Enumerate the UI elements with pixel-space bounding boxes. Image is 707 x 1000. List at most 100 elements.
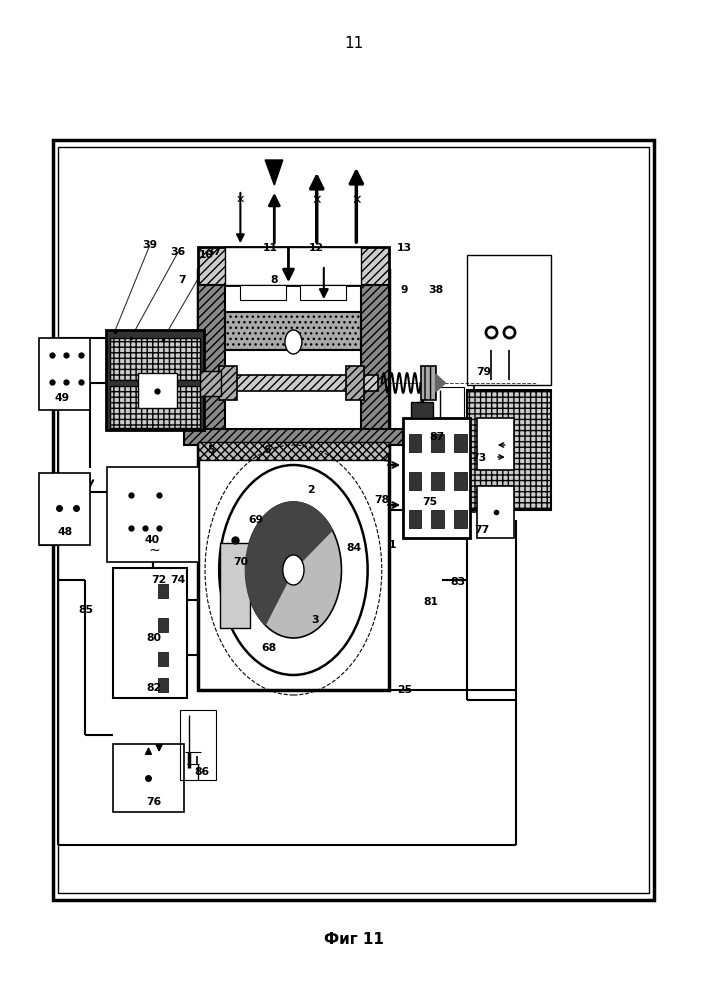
Text: 5: 5 — [207, 445, 214, 455]
Bar — [225, 312, 361, 350]
Bar — [107, 467, 199, 562]
Circle shape — [283, 555, 304, 585]
Text: 70: 70 — [233, 557, 248, 567]
Text: 77: 77 — [474, 525, 490, 535]
Circle shape — [285, 330, 302, 354]
Bar — [106, 330, 204, 430]
Bar — [240, 285, 286, 300]
Bar — [138, 373, 177, 408]
Bar — [39, 473, 90, 545]
Bar — [409, 510, 421, 528]
Bar — [454, 434, 467, 452]
Bar — [346, 366, 364, 400]
Text: 48: 48 — [57, 527, 73, 537]
Text: 25: 25 — [397, 685, 412, 695]
Circle shape — [219, 465, 368, 675]
Bar — [113, 744, 184, 812]
Bar — [423, 387, 464, 452]
Text: 36: 36 — [170, 247, 186, 257]
Text: 68: 68 — [261, 643, 276, 653]
Text: 76: 76 — [146, 797, 162, 807]
Bar — [477, 486, 514, 538]
Text: 80: 80 — [146, 633, 162, 643]
Text: 38: 38 — [428, 285, 443, 295]
Text: 74: 74 — [170, 575, 186, 585]
Bar — [53, 140, 654, 900]
Bar — [158, 678, 168, 692]
Bar — [409, 472, 421, 490]
Text: 69: 69 — [248, 515, 264, 525]
Bar — [220, 543, 250, 628]
Text: Фиг 11: Фиг 11 — [324, 932, 383, 948]
Text: 7: 7 — [179, 275, 186, 285]
Text: ✕: ✕ — [312, 194, 322, 207]
Text: 81: 81 — [423, 597, 439, 607]
Bar — [58, 147, 649, 893]
Bar — [403, 418, 470, 538]
Bar — [39, 338, 90, 410]
Polygon shape — [245, 502, 332, 625]
Bar — [158, 652, 168, 666]
Text: 9: 9 — [401, 285, 408, 295]
Text: 13: 13 — [397, 243, 412, 253]
Bar — [454, 510, 467, 528]
Text: 8: 8 — [271, 275, 278, 285]
Bar — [361, 285, 389, 440]
Polygon shape — [265, 160, 283, 185]
Bar — [219, 366, 237, 400]
Bar — [477, 418, 514, 470]
Bar — [411, 402, 433, 418]
Bar — [431, 472, 444, 490]
Bar — [200, 371, 221, 396]
Bar — [225, 285, 361, 440]
Bar — [110, 375, 378, 391]
Bar — [113, 568, 187, 698]
Text: 87: 87 — [429, 432, 445, 442]
Polygon shape — [436, 374, 445, 392]
Bar — [180, 710, 216, 780]
Circle shape — [245, 502, 341, 638]
Text: 72: 72 — [151, 575, 167, 585]
Bar — [467, 390, 551, 510]
Text: 39: 39 — [142, 240, 158, 250]
Text: ~: ~ — [148, 544, 160, 558]
Text: 2: 2 — [308, 485, 315, 495]
Bar — [184, 429, 403, 445]
Bar — [431, 510, 444, 528]
Text: 4: 4 — [384, 455, 391, 465]
Text: 85: 85 — [78, 605, 94, 615]
Text: 73: 73 — [472, 453, 487, 463]
Text: 1: 1 — [389, 540, 396, 550]
Text: 86: 86 — [194, 767, 209, 777]
Text: 79: 79 — [477, 367, 492, 377]
Text: ✕: ✕ — [351, 194, 361, 207]
Bar — [198, 247, 389, 285]
Bar — [467, 255, 551, 385]
Text: 6: 6 — [264, 445, 271, 455]
Text: 49: 49 — [54, 393, 70, 403]
Bar — [198, 270, 389, 690]
Text: 82: 82 — [146, 683, 162, 693]
Text: 37: 37 — [206, 247, 221, 257]
Bar — [454, 472, 467, 490]
Bar — [225, 247, 361, 285]
Text: 10: 10 — [199, 250, 214, 260]
Bar — [409, 434, 421, 452]
Text: 83: 83 — [450, 577, 466, 587]
Text: ✕: ✕ — [235, 195, 245, 205]
Text: 11: 11 — [262, 243, 278, 253]
Bar — [198, 442, 389, 460]
Text: 40: 40 — [144, 535, 160, 545]
Bar — [198, 285, 225, 440]
Bar — [110, 386, 200, 428]
Text: 78: 78 — [374, 495, 390, 505]
Bar — [421, 366, 436, 400]
Bar — [300, 285, 346, 300]
Text: 12: 12 — [309, 243, 325, 253]
Bar — [158, 584, 168, 598]
Bar — [431, 434, 444, 452]
Text: 75: 75 — [422, 497, 438, 507]
Text: 11: 11 — [344, 35, 363, 50]
Bar — [110, 338, 200, 380]
Bar — [158, 618, 168, 632]
